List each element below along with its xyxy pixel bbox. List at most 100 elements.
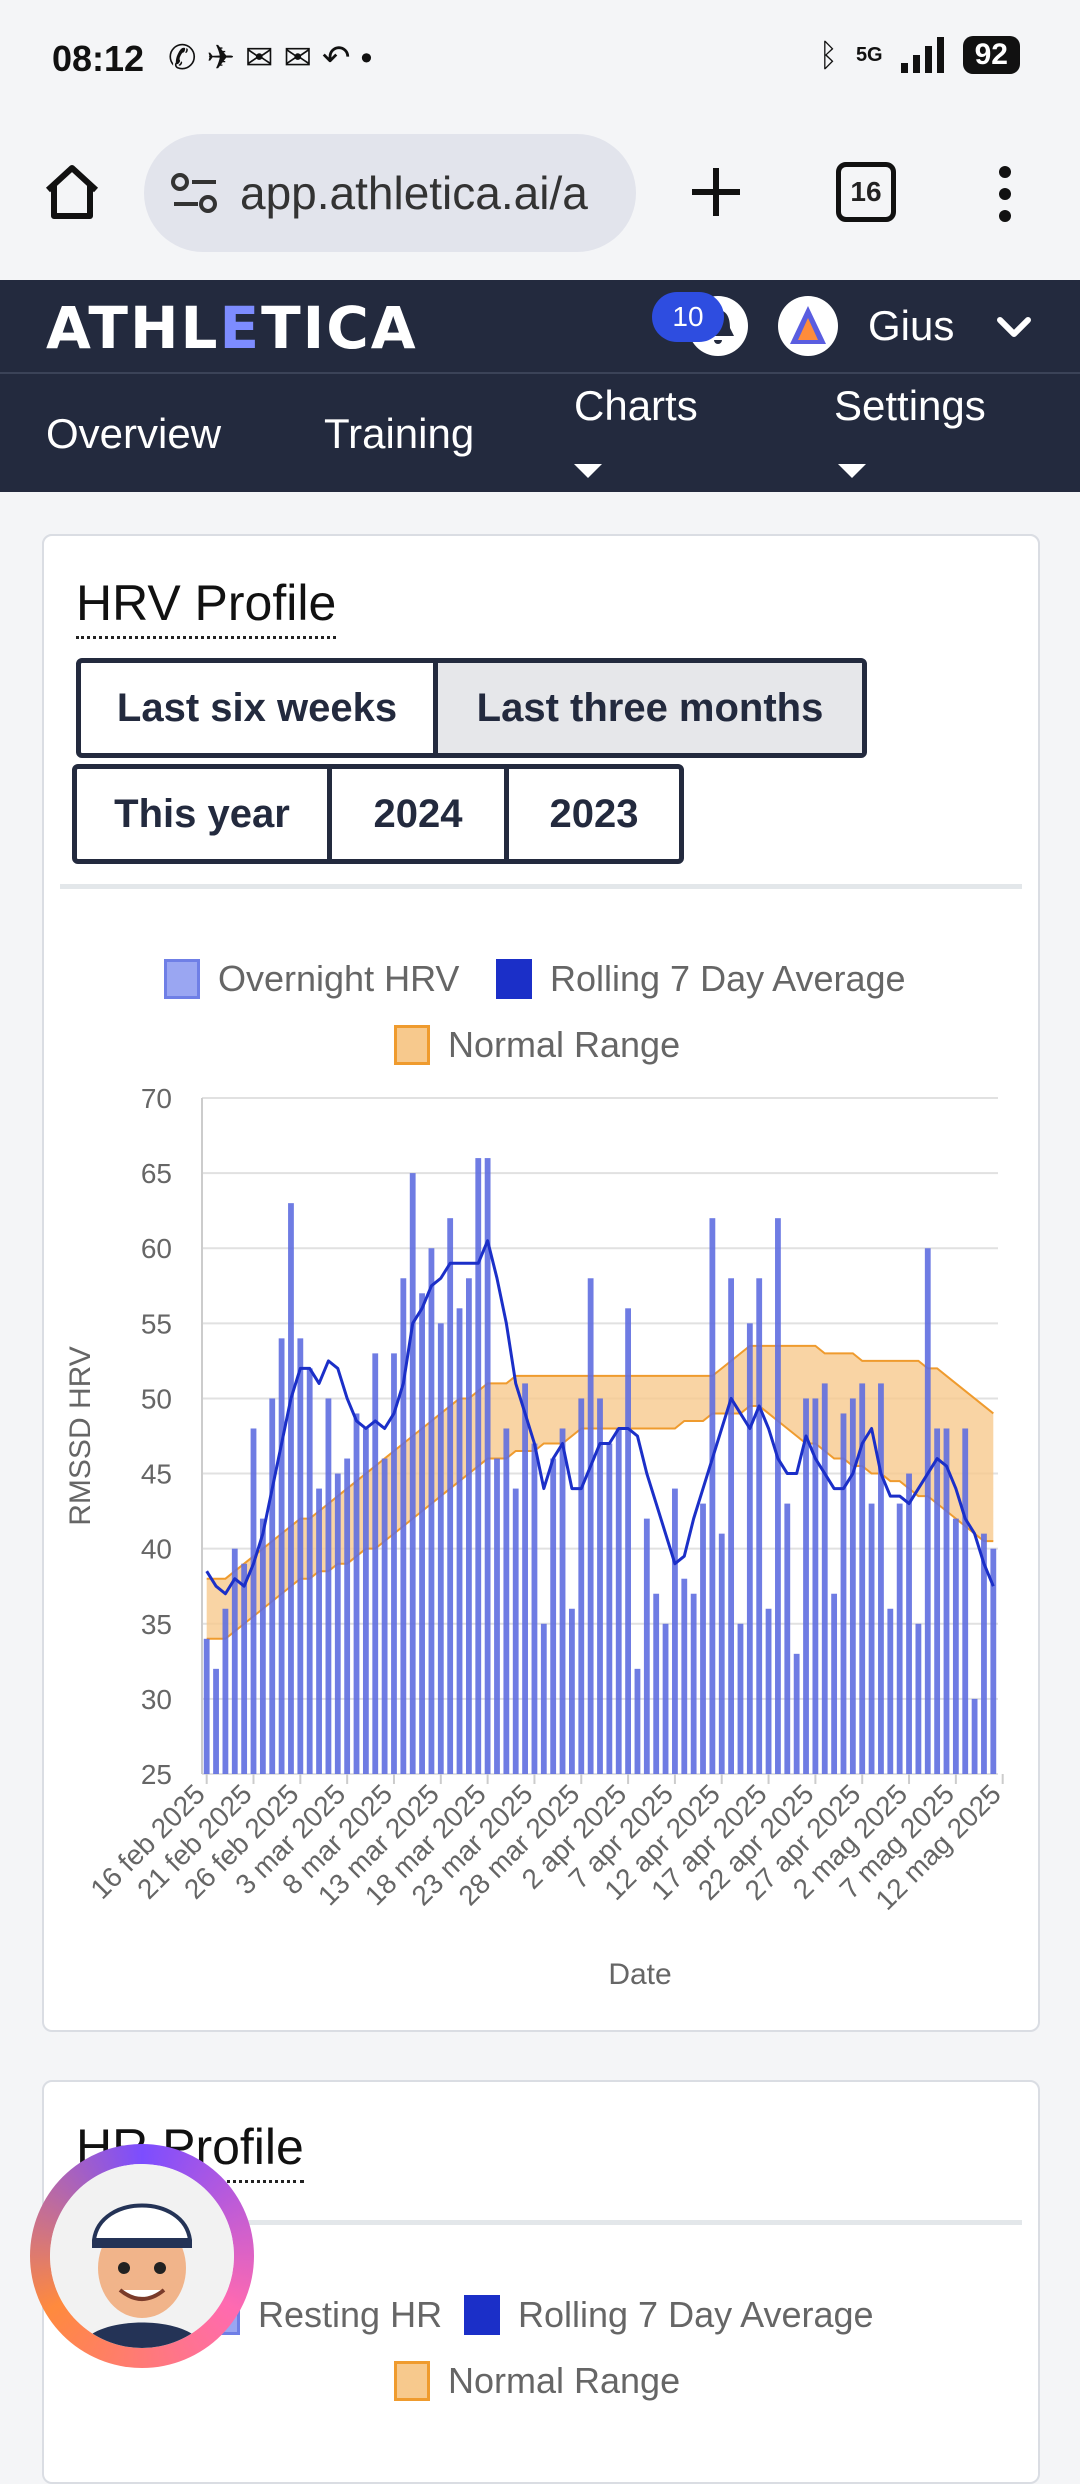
hr-card-divider <box>60 2220 1022 2225</box>
hrv-bar <box>447 1218 454 1774</box>
user-avatar[interactable] <box>778 296 838 356</box>
hrv-bar <box>934 1428 941 1774</box>
hrv-bar <box>653 1593 660 1774</box>
hrv-bar <box>465 1278 472 1774</box>
main-nav: Overview Training Charts Settings <box>0 372 1080 492</box>
hrv-bar <box>569 1608 575 1774</box>
nav-overview[interactable]: Overview <box>46 410 222 457</box>
hrv-bar <box>775 1218 781 1774</box>
hrv-bar <box>278 1338 285 1774</box>
hrv-bar <box>316 1488 322 1774</box>
y-axis-title: RMSSD HRV <box>64 1346 97 1525</box>
hrv-bar <box>391 1353 397 1774</box>
hrv-bar <box>887 1608 894 1774</box>
tab-switcher-button[interactable]: 16 <box>836 162 896 222</box>
range-last-six-weeks[interactable]: Last six weeks <box>81 663 438 753</box>
hrv-bar <box>859 1383 866 1774</box>
hrv-bar <box>419 1293 425 1774</box>
hrv-bar <box>981 1533 987 1774</box>
hrv-bar <box>325 1398 332 1774</box>
hrv-bar <box>334 1473 341 1774</box>
notification-count-badge[interactable]: 10 <box>652 292 724 342</box>
hrv-bar <box>597 1398 603 1774</box>
hrv-bar <box>550 1458 557 1774</box>
y-tick-label: 60 <box>141 1233 172 1264</box>
bluetooth-icon: ᛒ <box>818 36 838 73</box>
url-text: app.athletica.ai/a <box>240 167 588 219</box>
range-2024[interactable]: 2024 <box>332 769 509 859</box>
hrv-bar <box>503 1428 510 1774</box>
hrv-bar <box>494 1458 500 1774</box>
new-tab-icon[interactable] <box>684 160 748 224</box>
range-selector-row2: This year 2024 2023 <box>72 764 684 864</box>
hrv-bar <box>288 1203 294 1774</box>
battery-level: 92 <box>962 36 1020 74</box>
hrv-bar <box>250 1428 257 1774</box>
hrv-bar <box>625 1308 631 1774</box>
chevron-down-icon[interactable] <box>994 308 1034 348</box>
card-divider <box>60 884 1022 889</box>
hrv-bar <box>531 1443 538 1774</box>
user-name[interactable]: Gius <box>868 302 955 349</box>
hrv-bar <box>784 1503 791 1774</box>
nav-charts[interactable]: Charts <box>574 382 698 429</box>
hrv-bar <box>297 1338 304 1774</box>
hrv-bar <box>700 1503 706 1774</box>
hrv-bar <box>765 1608 772 1774</box>
coach-assistant-button[interactable] <box>30 2144 254 2368</box>
legend-swatch-hrv <box>164 959 200 999</box>
range-2023[interactable]: 2023 <box>549 791 639 836</box>
rolling-average-line <box>205 1239 995 1596</box>
legend-hr-normal-range[interactable]: Normal Range <box>394 2360 680 2402</box>
hrv-bar <box>222 1608 229 1774</box>
hrv-bar <box>259 1518 266 1774</box>
hrv-bar <box>793 1653 800 1774</box>
hrv-bar <box>943 1428 950 1774</box>
charts-caret-icon[interactable] <box>574 464 602 478</box>
legend-normal-range[interactable]: Normal Range <box>394 1024 680 1066</box>
browser-toolbar: app.athletica.ai/a 16 <box>0 120 1080 280</box>
legend-rolling-average[interactable]: Rolling 7 Day Average <box>496 958 906 1000</box>
hrv-bar <box>306 1368 313 1774</box>
hrv-bar <box>409 1173 416 1774</box>
hrv-bar <box>924 1248 931 1774</box>
nav-settings[interactable]: Settings <box>834 382 986 429</box>
settings-caret-icon[interactable] <box>838 464 866 478</box>
range-this-year[interactable]: This year <box>77 769 332 859</box>
hrv-bar <box>821 1383 828 1774</box>
hrv-bar <box>915 1623 922 1774</box>
athletica-logo[interactable]: ATHLETICA <box>46 294 418 362</box>
hrv-bar <box>849 1398 856 1774</box>
legend-swatch-range <box>394 1025 430 1065</box>
hrv-bar <box>718 1533 725 1774</box>
nav-training[interactable]: Training <box>324 410 475 457</box>
home-icon[interactable] <box>40 160 104 224</box>
address-bar[interactable]: app.athletica.ai/a <box>144 134 636 252</box>
hrv-bar <box>812 1398 819 1774</box>
legend-hr-rolling-average[interactable]: Rolling 7 Day Average <box>464 2294 874 2336</box>
hrv-card-title[interactable]: HRV Profile <box>76 574 337 639</box>
hrv-bar <box>353 1413 360 1774</box>
hrv-bar <box>372 1353 379 1774</box>
status-time: 08:12 <box>52 38 145 79</box>
hrv-bar <box>269 1398 276 1774</box>
hrv-bar <box>971 1698 978 1774</box>
hrv-bar <box>868 1503 875 1774</box>
hrv-bar <box>952 1518 959 1774</box>
hrv-bar <box>990 1548 997 1774</box>
hrv-bar <box>381 1458 388 1774</box>
range-last-three-months[interactable]: Last three months <box>438 663 862 753</box>
site-settings-icon[interactable] <box>170 170 220 216</box>
more-menu-icon[interactable] <box>990 164 1020 224</box>
legend-overnight-hrv[interactable]: Overnight HRV <box>164 958 459 1000</box>
signal-icon <box>900 37 944 73</box>
hrv-bar <box>203 1638 210 1774</box>
hrv-bar <box>615 1428 622 1774</box>
coach-avatar <box>50 2164 234 2348</box>
hrv-bar <box>672 1488 678 1774</box>
hrv-bar <box>344 1458 351 1774</box>
hrv-bar <box>362 1428 369 1774</box>
notification-icons: ✆✈✉✉↶• <box>168 39 383 77</box>
app-header: ATHLETICA 10 Gius <box>0 280 1080 372</box>
